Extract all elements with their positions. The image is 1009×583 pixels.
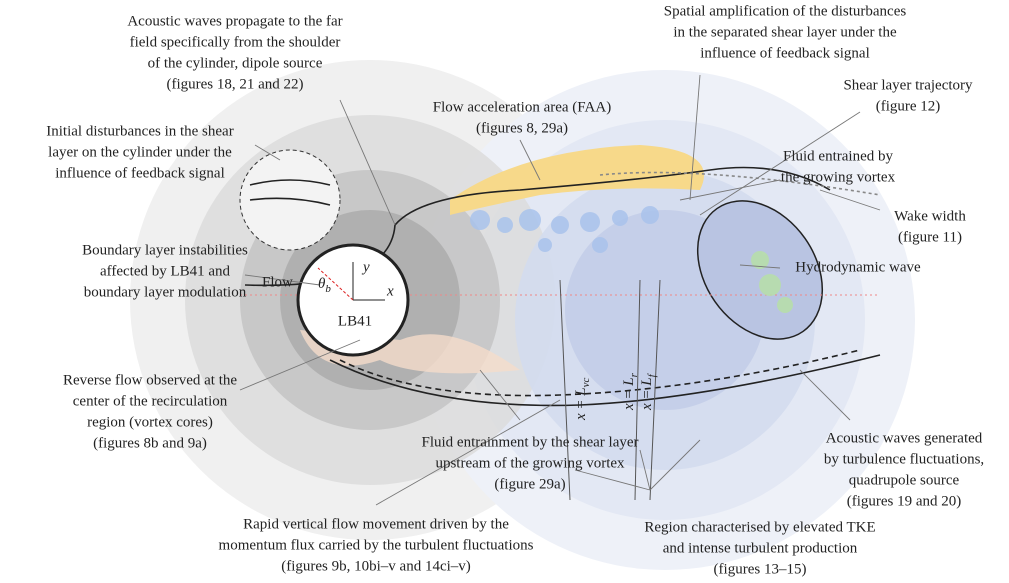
annotation-line: Region characterised by elevated TKE bbox=[644, 519, 875, 535]
annotation-line: Fluid entrained by bbox=[783, 148, 893, 164]
annotation-line: Reverse flow observed at the bbox=[63, 372, 237, 388]
annotation-line: Spatial amplification of the disturbance… bbox=[664, 3, 907, 19]
lvc-main: x = L bbox=[573, 387, 589, 421]
background-zones bbox=[130, 60, 915, 570]
cylinder-label: LB41 bbox=[338, 313, 372, 329]
x-axis-label: x bbox=[386, 283, 394, 299]
annotation-line: center of the recirculation bbox=[73, 393, 228, 409]
annotation-line: (figures 18, 21 and 22) bbox=[166, 76, 303, 92]
flow-label: Flow bbox=[262, 274, 293, 290]
annotation-line: field specifically from the shoulder bbox=[130, 34, 341, 50]
lr-sub: r bbox=[628, 372, 640, 377]
annotation-line: (figures 9b, 10bi–v and 14ci–v) bbox=[281, 558, 471, 574]
annotation-line: the growing vortex bbox=[781, 169, 896, 185]
annotation-line: (figure 11) bbox=[898, 229, 962, 245]
annotation-line: upstream of the growing vortex bbox=[435, 455, 625, 471]
annotation-line: affected by LB41 and bbox=[100, 263, 231, 279]
annotation-line: Acoustic waves generated bbox=[826, 430, 983, 446]
annotation-line: Rapid vertical flow movement driven by t… bbox=[243, 516, 509, 532]
lf-label: x = Lf bbox=[639, 372, 657, 411]
lr-main: x = L bbox=[621, 377, 637, 411]
y-axis-label: y bbox=[361, 259, 370, 275]
annotation-line: Acoustic waves propagate to the far bbox=[127, 13, 342, 29]
annotation-line: by turbulence fluctuations, bbox=[824, 451, 984, 467]
annotation-line: influence of feedback signal bbox=[55, 165, 225, 181]
annotation-line: of the cylinder, dipole source bbox=[148, 55, 323, 71]
annotation-line: momentum flux carried by the turbulent f… bbox=[219, 537, 534, 553]
annotation-line: Hydrodynamic wave bbox=[795, 259, 921, 275]
annotation-line: Flow acceleration area (FAA) bbox=[433, 99, 611, 115]
annotation-line: (figures 19 and 20) bbox=[847, 493, 962, 509]
annotation-line: Wake width bbox=[894, 208, 966, 224]
annotation-line: layer on the cylinder under the bbox=[48, 144, 232, 160]
annotation-line: quadrupole source bbox=[849, 472, 960, 488]
lf-main: x = L bbox=[639, 377, 655, 411]
annotation-line: (figures 8, 29a) bbox=[476, 120, 568, 136]
annotation-line: Shear layer trajectory bbox=[843, 77, 973, 93]
annotation-line: influence of feedback signal bbox=[700, 45, 870, 61]
annotation-line: and intense turbulent production bbox=[663, 540, 858, 556]
annotation-line: boundary layer modulation bbox=[84, 284, 247, 300]
annotation-line: Boundary layer instabilities bbox=[82, 242, 248, 258]
annotation-line: (figure 29a) bbox=[494, 476, 565, 492]
annotation-line: (figure 12) bbox=[876, 98, 941, 114]
diagram: Flow LB41 y x θb x = Lvc x = Lr x = Lf A… bbox=[0, 0, 1009, 583]
theta-sub: b bbox=[325, 283, 331, 295]
annotation-line: (figures 8b and 9a) bbox=[93, 435, 207, 451]
lr-label: x = Lr bbox=[621, 372, 639, 411]
annotation-line: region (vortex cores) bbox=[87, 414, 213, 430]
annotation-line: Initial disturbances in the shear bbox=[46, 123, 233, 139]
annotation-line: (figures 13–15) bbox=[714, 561, 807, 577]
lvc-sub: vc bbox=[580, 377, 592, 387]
annotation-line: in the separated shear layer under the bbox=[673, 24, 897, 40]
annotation-line: Fluid entrainment by the shear layer bbox=[421, 434, 638, 450]
